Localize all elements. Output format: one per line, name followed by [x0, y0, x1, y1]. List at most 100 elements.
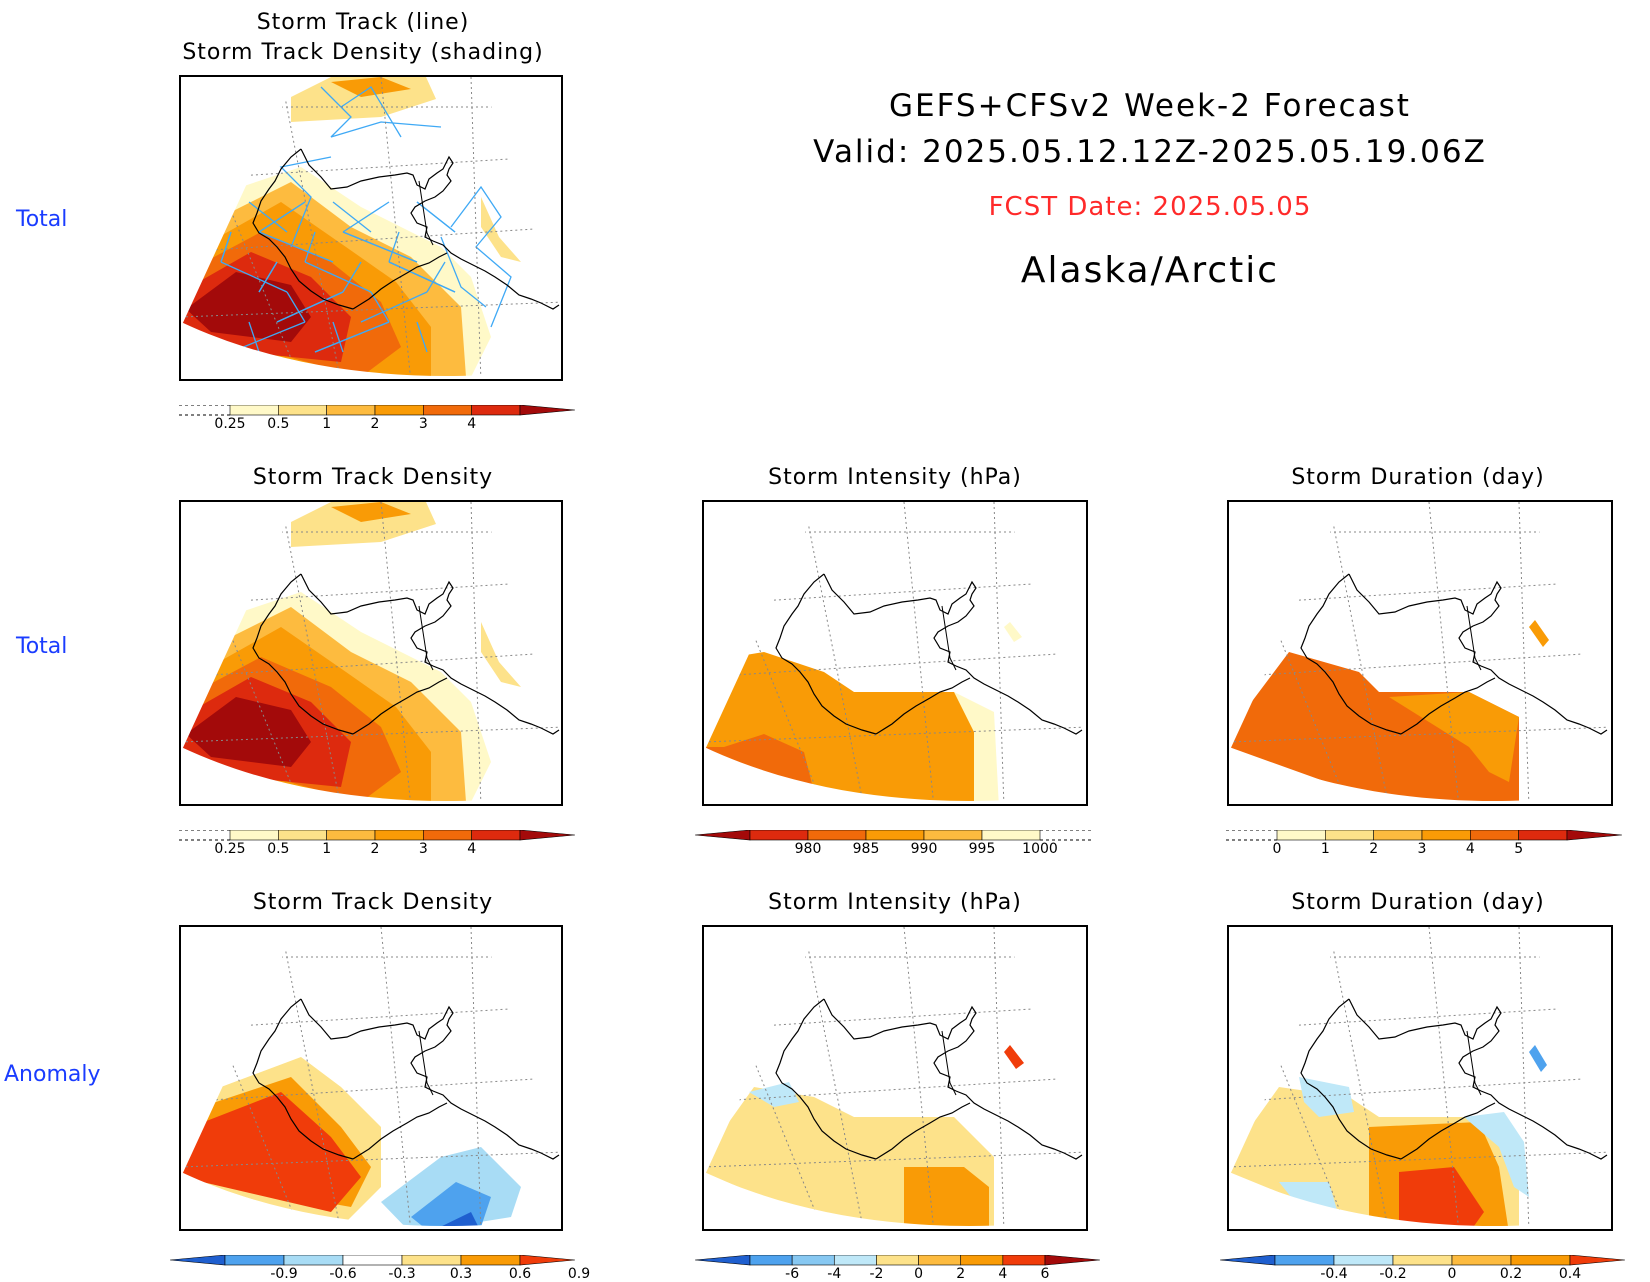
colorbar-tick-label: 0.9 [567, 1266, 591, 1282]
map-svg [1229, 927, 1611, 1229]
colorbar-panel-6: -6 -4 -2 0 2 4 6 [694, 1254, 1101, 1282]
colorbar-tick-label: 985 [852, 841, 880, 857]
shading-band-2 [904, 1167, 989, 1229]
colorbar-tick-label: 4 [1465, 841, 1475, 857]
coastline [252, 148, 560, 310]
map-svg [181, 927, 561, 1229]
projection-mask [704, 502, 819, 752]
border-line [941, 605, 957, 671]
shading-band-5 [1464, 1112, 1529, 1197]
colorbar-tick-label: -2 [869, 1266, 884, 1282]
colorbar-segment [326, 404, 376, 416]
colorbar-tick-label: 1 [322, 416, 332, 432]
map-storm-duration-total [1227, 500, 1613, 806]
panel-1-subtitle: Storm Track Density (shading) [182, 40, 544, 65]
colorbar-segment [229, 829, 279, 841]
projection-mask [1529, 927, 1611, 1162]
colorbar-tick-label: 0.6 [508, 1266, 532, 1282]
colorbar-tick-label: 4 [998, 1266, 1008, 1282]
colorbar-end-triangle [1569, 1254, 1626, 1266]
shading-band-1 [1389, 692, 1519, 782]
projection-mask [481, 927, 561, 1156]
map-grid [704, 927, 1086, 1229]
colorbar-segment [1470, 829, 1519, 841]
colorbar-segment [1274, 1254, 1335, 1266]
colorbar-segment [460, 1254, 521, 1266]
map-grid [181, 927, 561, 1229]
track-line [342, 201, 390, 233]
colorbar-segment [833, 1254, 877, 1266]
colorbar-segment [1421, 829, 1471, 841]
track-line [258, 201, 306, 233]
border-line [418, 180, 434, 246]
colorbar-segment [283, 1254, 344, 1266]
colorbar-end-dashed [179, 829, 230, 841]
map-grid [1229, 502, 1611, 804]
colorbar-segment [1373, 829, 1423, 841]
map-svg [181, 77, 561, 379]
colorbar-end-triangle [694, 1254, 751, 1266]
projection-mask [1229, 747, 1611, 804]
colorbar-segment [423, 404, 472, 416]
colorbar-segment [401, 1254, 462, 1266]
shading-band-8 [481, 197, 521, 262]
shading-band-1 [749, 1082, 799, 1107]
map-storm-track-density-anomaly [179, 925, 563, 1231]
colorbar-segment [278, 829, 327, 841]
track-line [426, 261, 446, 293]
colorbar-end-dashed [1226, 829, 1277, 841]
colorbar-tick-label: -0.3 [388, 1266, 416, 1282]
shading-band-4 [1399, 1167, 1484, 1229]
projection-mask [1229, 502, 1344, 752]
panel-7-title: Storm Duration (day) [1291, 890, 1545, 915]
track-line [332, 321, 344, 353]
projection-mask [704, 927, 819, 1177]
colorbar-panel-5: -0.9 -0.6 -0.3 0.3 0.6 0.9 [169, 1254, 590, 1282]
shading-band-7 [186, 272, 311, 342]
shading-band-2 [181, 1092, 361, 1212]
colorbar-end-triangle [694, 829, 751, 841]
colorbar-svg [169, 1254, 576, 1266]
colorbar-end-triangle [169, 1254, 226, 1266]
coastline [252, 998, 560, 1160]
header-region: Alaska/Arctic [1020, 250, 1280, 291]
projection-mask [1229, 927, 1344, 1177]
colorbar-segment [229, 404, 279, 416]
colorbar-tick-label: 0.5 [267, 841, 290, 857]
colorbar-segment [923, 829, 983, 841]
colorbar-end-dashed [179, 404, 230, 416]
colorbar-segment [374, 404, 424, 416]
projection-mask [181, 502, 296, 752]
colorbar-tick-label: 0.5 [267, 416, 290, 432]
colorbar-tick-label: -0.9 [270, 1266, 298, 1282]
colorbar-svg [1219, 1254, 1626, 1266]
border-line [418, 605, 434, 671]
colorbar-tick-label: 5 [1514, 841, 1524, 857]
track-line [360, 291, 428, 323]
colorbar-end-triangle [519, 829, 576, 841]
coastline [1300, 573, 1608, 735]
shading-band-3 [1004, 622, 1022, 642]
panel-5-title: Storm Track Density [252, 890, 494, 915]
track-line [248, 201, 288, 233]
colorbar-segment [1451, 1254, 1512, 1266]
projection-mask [181, 322, 561, 379]
colorbar-segment [981, 829, 1041, 841]
map-storm-track-density-total [179, 500, 563, 806]
colorbar-tick-label: 0 [1272, 841, 1282, 857]
track-line [220, 261, 288, 293]
colorbar-tick-label: 995 [968, 841, 996, 857]
map-svg [1229, 502, 1611, 804]
colorbar-svg [694, 829, 1091, 841]
colorbar-panel-3: 980 985 990 995 1000 [694, 829, 1095, 863]
map-grid [704, 502, 1086, 804]
panel-3-title: Storm Intensity (hPa) [768, 465, 1022, 490]
shading-layer [181, 502, 521, 804]
projection-mask [1229, 1172, 1611, 1229]
colorbar-tick-label: 2 [370, 841, 380, 857]
border-line [418, 1030, 434, 1096]
border-line [1466, 1030, 1482, 1096]
colorbar-end-dashed [1040, 829, 1091, 841]
colorbar-tick-label: -4 [827, 1266, 842, 1282]
colorbar-segment [1392, 1254, 1453, 1266]
